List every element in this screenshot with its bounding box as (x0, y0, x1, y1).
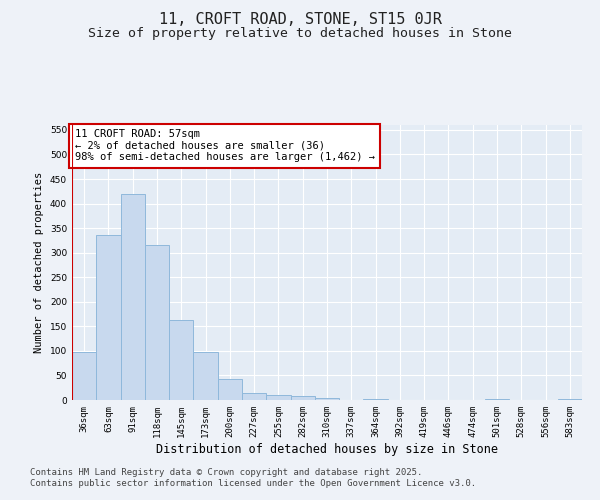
Bar (72, 352, 96, 400)
Text: Contains HM Land Registry data © Crown copyright and database right 2025.
Contai: Contains HM Land Registry data © Crown c… (30, 468, 476, 487)
Bar (315, 398, 339, 400)
Bar (193, 352, 218, 400)
Bar (290, 396, 315, 400)
X-axis label: Distribution of detached houses by size in Stone: Distribution of detached houses by size … (156, 442, 498, 456)
Bar (242, 393, 266, 400)
Bar (218, 380, 242, 400)
Bar (169, 320, 193, 400)
Bar (266, 395, 290, 400)
Bar (145, 246, 169, 400)
Bar (364, 399, 388, 400)
Bar (121, 194, 145, 400)
Text: Size of property relative to detached houses in Stone: Size of property relative to detached ho… (88, 28, 512, 40)
Text: 11 CROFT ROAD: 57sqm
← 2% of detached houses are smaller (36)
98% of semi-detach: 11 CROFT ROAD: 57sqm ← 2% of detached ho… (74, 129, 374, 162)
Bar (558, 398, 582, 400)
Y-axis label: Number of detached properties: Number of detached properties (34, 172, 44, 353)
Bar (96, 236, 121, 400)
Bar (485, 399, 509, 400)
Text: 11, CROFT ROAD, STONE, ST15 0JR: 11, CROFT ROAD, STONE, ST15 0JR (158, 12, 442, 28)
